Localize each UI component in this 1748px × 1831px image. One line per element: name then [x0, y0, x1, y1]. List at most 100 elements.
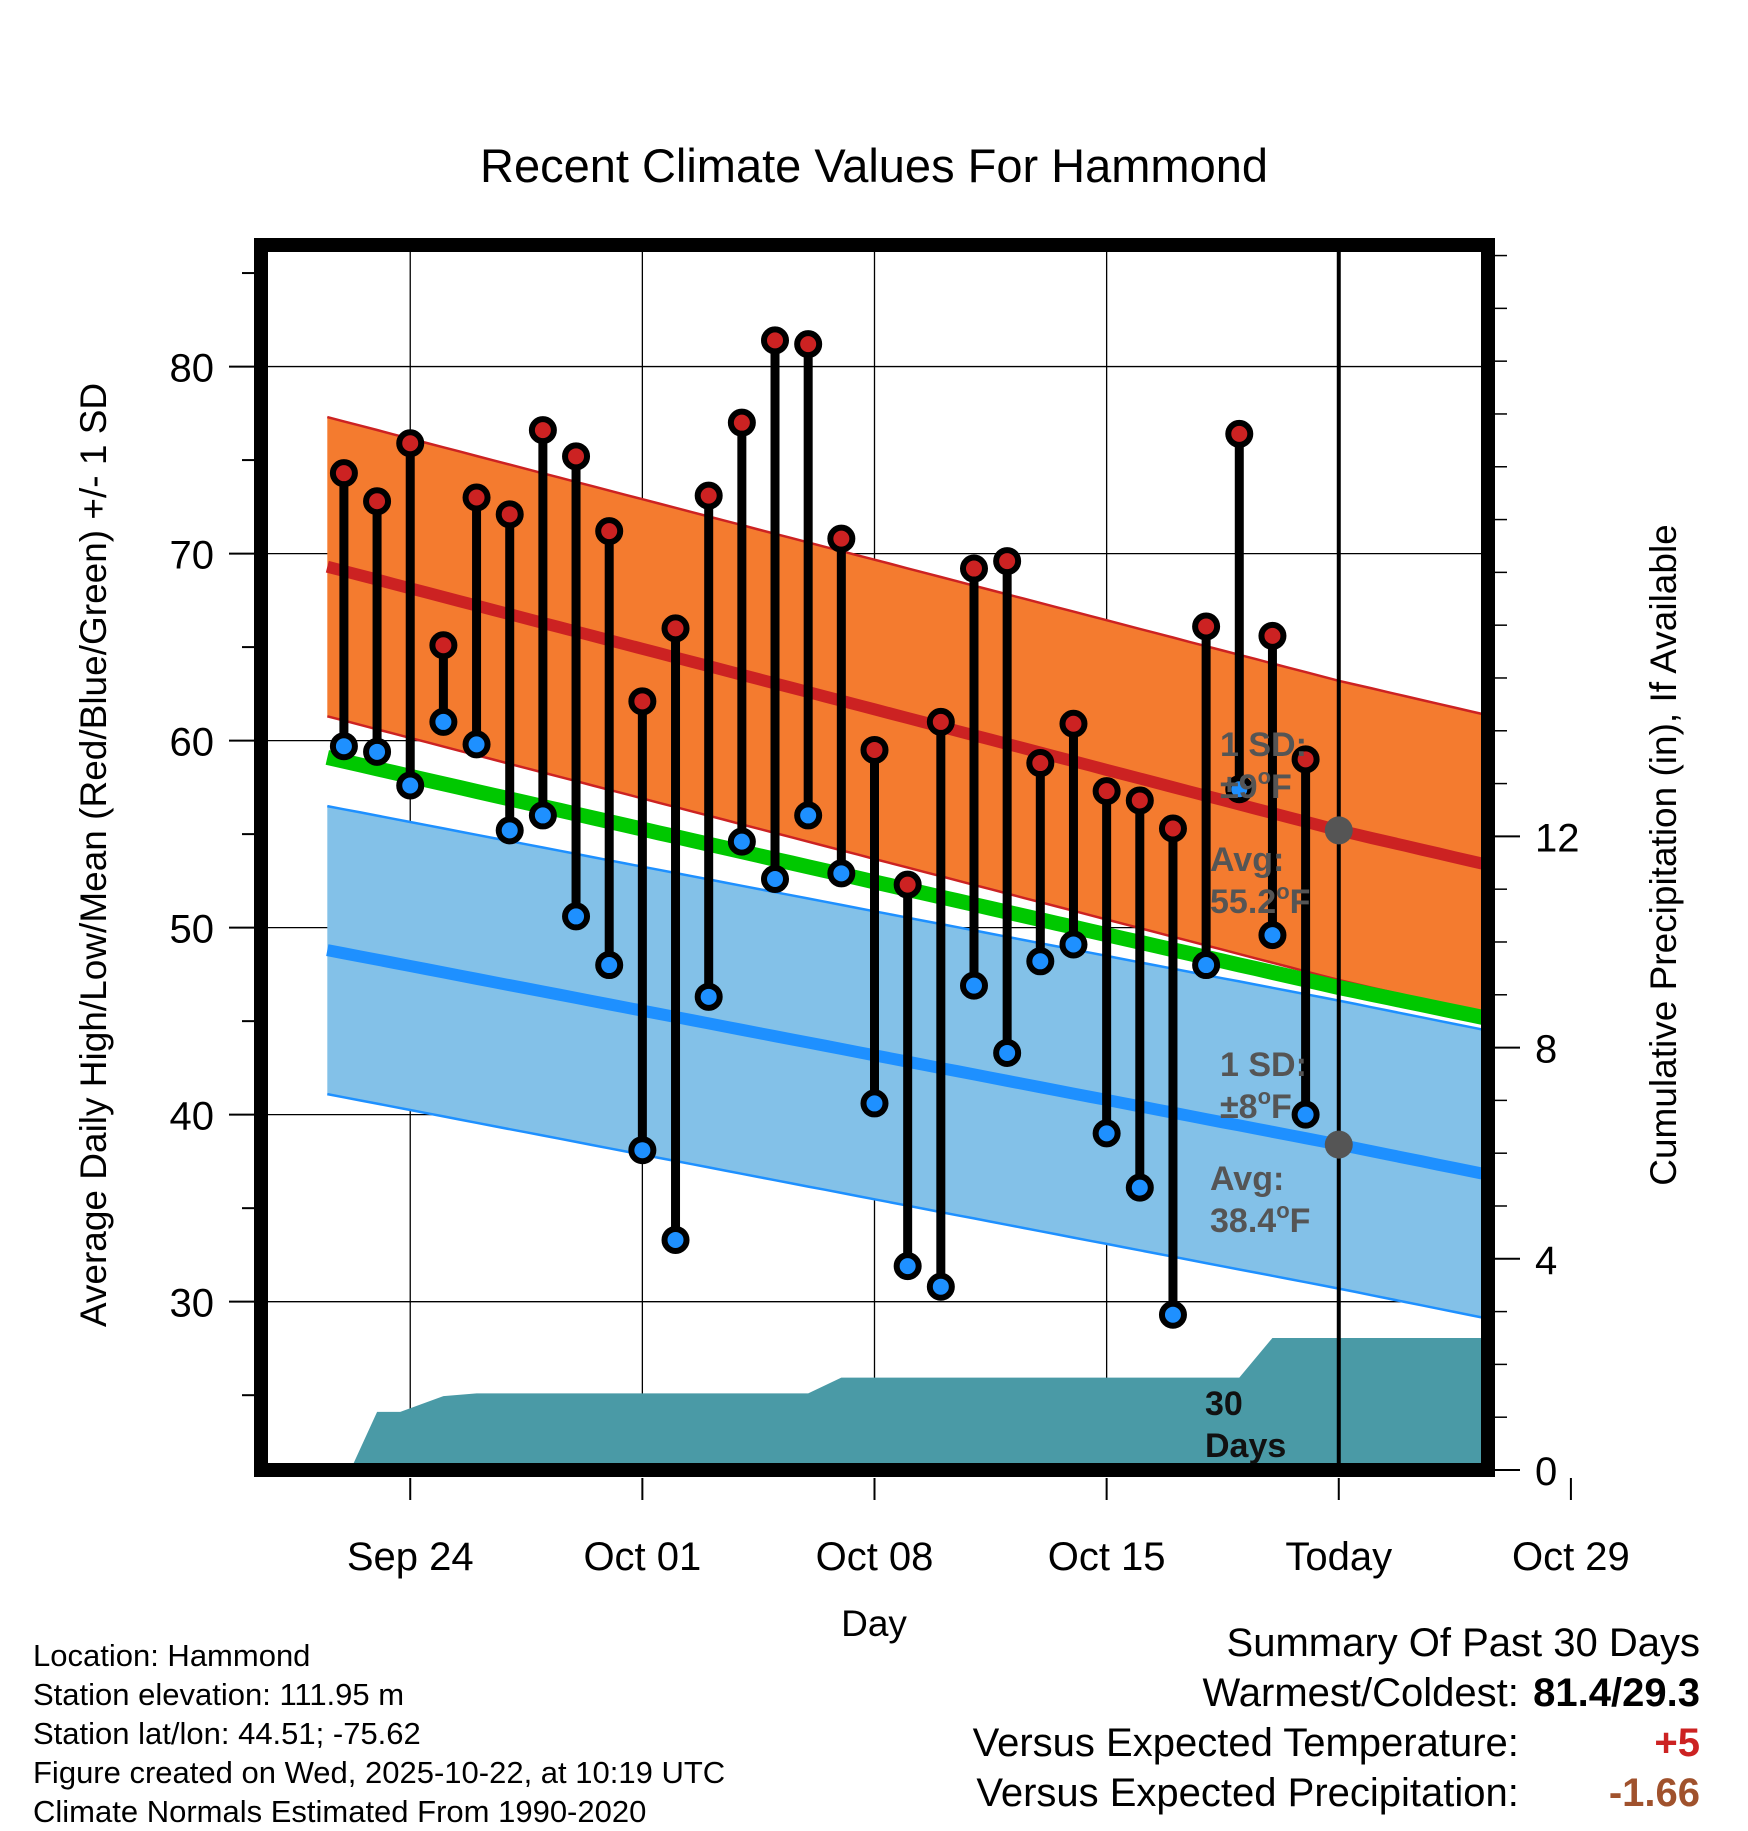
high-temp-point	[329, 459, 358, 488]
high-temp-point	[363, 487, 392, 516]
high-temp-point	[1158, 814, 1187, 843]
warm-cold-label: Warmest/Coldest:	[1202, 1671, 1519, 1715]
days-word: Days	[1205, 1427, 1286, 1465]
low-band-lower-edge	[327, 1092, 1488, 1320]
low-temp-point	[893, 1252, 922, 1281]
y-tick-label: 50	[170, 908, 215, 952]
high-temp-point	[1258, 621, 1287, 650]
low-temp-point	[794, 801, 823, 830]
low-temp-point	[628, 1136, 657, 1165]
high-temp-point	[1026, 749, 1055, 778]
low-temp-point	[761, 865, 790, 894]
low-temp-point	[727, 827, 756, 856]
low-sd-label: 1 SD:	[1220, 1046, 1307, 1084]
warm-cold-value: 81.4/29.3	[1533, 1671, 1700, 1715]
high-temp-point	[926, 707, 955, 736]
low-avg-label: Avg:	[1210, 1160, 1284, 1198]
normals-annotations: 1 SD: ±9oF Avg: 55.2oF 1 SD: ±8oF Avg: 3…	[1205, 726, 1310, 1465]
low-temp-point	[329, 732, 358, 761]
high-temp-point	[595, 517, 624, 546]
high-temp-point	[1225, 419, 1254, 448]
low-temp-point	[1258, 921, 1287, 950]
chart-title: Recent Climate Values For Hammond	[480, 139, 1268, 192]
elevation-text: Station elevation: 111.95 m	[33, 1677, 405, 1712]
high-temp-point	[1059, 709, 1088, 738]
high-band-upper-edge	[326, 415, 1488, 717]
summary-title: Summary Of Past 30 Days	[1226, 1621, 1700, 1665]
low-temp-point	[661, 1225, 690, 1254]
temp-value: +5	[1654, 1721, 1700, 1765]
high-temp-point	[1192, 612, 1221, 641]
low-temp-point	[528, 801, 557, 830]
high-sd-value: ±9oF	[1220, 764, 1292, 806]
high-temp-point	[727, 408, 756, 437]
high-temp-point	[495, 500, 524, 529]
high-temp-point	[562, 442, 591, 471]
y-tick-label: 60	[170, 721, 215, 765]
x-tick-label: Oct 15	[1048, 1535, 1166, 1579]
low-temp-point	[926, 1272, 955, 1301]
high-temp-point	[993, 547, 1022, 576]
x-tick-label: Oct 01	[583, 1535, 701, 1579]
axes: 30 40 50 60 70 80 0 4 8 12 Sep 24 Oct 01 Oct 08 Oct 1…	[170, 254, 1630, 1579]
low-temp-point	[1026, 947, 1055, 976]
low-temp-point	[1059, 930, 1088, 959]
y2-tick-label: 8	[1535, 1028, 1557, 1072]
low-temp-point	[694, 982, 723, 1011]
today-high-normal-marker	[1324, 816, 1353, 845]
low-temp-point	[1125, 1173, 1154, 1202]
high-temp-point	[761, 326, 790, 355]
high-sd-label: 1 SD:	[1220, 726, 1307, 764]
low-temp-point	[495, 816, 524, 845]
high-temp-point	[661, 614, 690, 643]
high-temp-point	[959, 554, 988, 583]
low-avg-value: 38.4oF	[1210, 1198, 1310, 1240]
summary-warm-cold: Warmest/Coldest: 81.4/29.3	[973, 1668, 1701, 1718]
high-temp-point	[462, 483, 491, 512]
y-tick-label: 70	[170, 534, 215, 578]
low-temp-point	[595, 951, 624, 980]
high-temp-point	[893, 870, 922, 899]
y-tick-label: 30	[170, 1282, 215, 1326]
high-temp-point	[429, 631, 458, 660]
station-info: Location: Hammond Station elevation: 111…	[33, 1636, 725, 1831]
high-temp-point	[396, 429, 425, 458]
precip-area	[350, 1338, 1488, 1470]
high-temp-point	[628, 687, 657, 716]
temp-label: Versus Expected Temperature:	[972, 1721, 1519, 1765]
high-temp-point	[1291, 745, 1320, 774]
low-temp-point	[1158, 1300, 1187, 1329]
low-temp-point	[959, 971, 988, 1000]
x-tick-label: Sep 24	[347, 1535, 474, 1579]
low-temp-point	[1192, 951, 1221, 980]
plot-frame	[254, 238, 1495, 1477]
days-number: 30	[1205, 1385, 1243, 1423]
high-temp-point	[1092, 777, 1121, 806]
y-tick-label: 40	[170, 1095, 215, 1139]
high-temp-point	[794, 330, 823, 359]
low-temp-point	[827, 859, 856, 888]
low-temp-point	[429, 707, 458, 736]
high-normal-line	[325, 560, 1488, 872]
low-temp-point	[363, 737, 392, 766]
low-temp-point	[462, 730, 491, 759]
y2-tick-label: 4	[1535, 1239, 1557, 1283]
low-temp-point	[1291, 1100, 1320, 1129]
high-temp-point	[694, 481, 723, 510]
high-temp-point	[528, 416, 557, 445]
y2-tick-label: 12	[1535, 816, 1580, 860]
y-axis-label-right: Cumulative Precipitation (in), If Availa…	[1643, 524, 1684, 1186]
high-temp-point	[860, 735, 889, 764]
low-temp-point	[993, 1038, 1022, 1067]
x-tick-label: Today	[1285, 1535, 1392, 1579]
x-tick-label: Oct 29	[1512, 1535, 1630, 1579]
low-band-upper-edge	[327, 804, 1488, 1032]
x-axis-label: Day	[841, 1603, 907, 1644]
precip-label: Versus Expected Precipitation:	[976, 1771, 1519, 1815]
high-avg-label: Avg:	[1210, 841, 1284, 879]
x-tick-label: Oct 08	[816, 1535, 934, 1579]
y-axis-label-left: Average Daily High/Low/Mean (Red/Blue/Gr…	[73, 383, 114, 1327]
precip-value: -1.66	[1608, 1771, 1700, 1815]
summary-precip: Versus Expected Precipitation: -1.66	[973, 1768, 1700, 1818]
low-temp-point	[1225, 775, 1254, 804]
